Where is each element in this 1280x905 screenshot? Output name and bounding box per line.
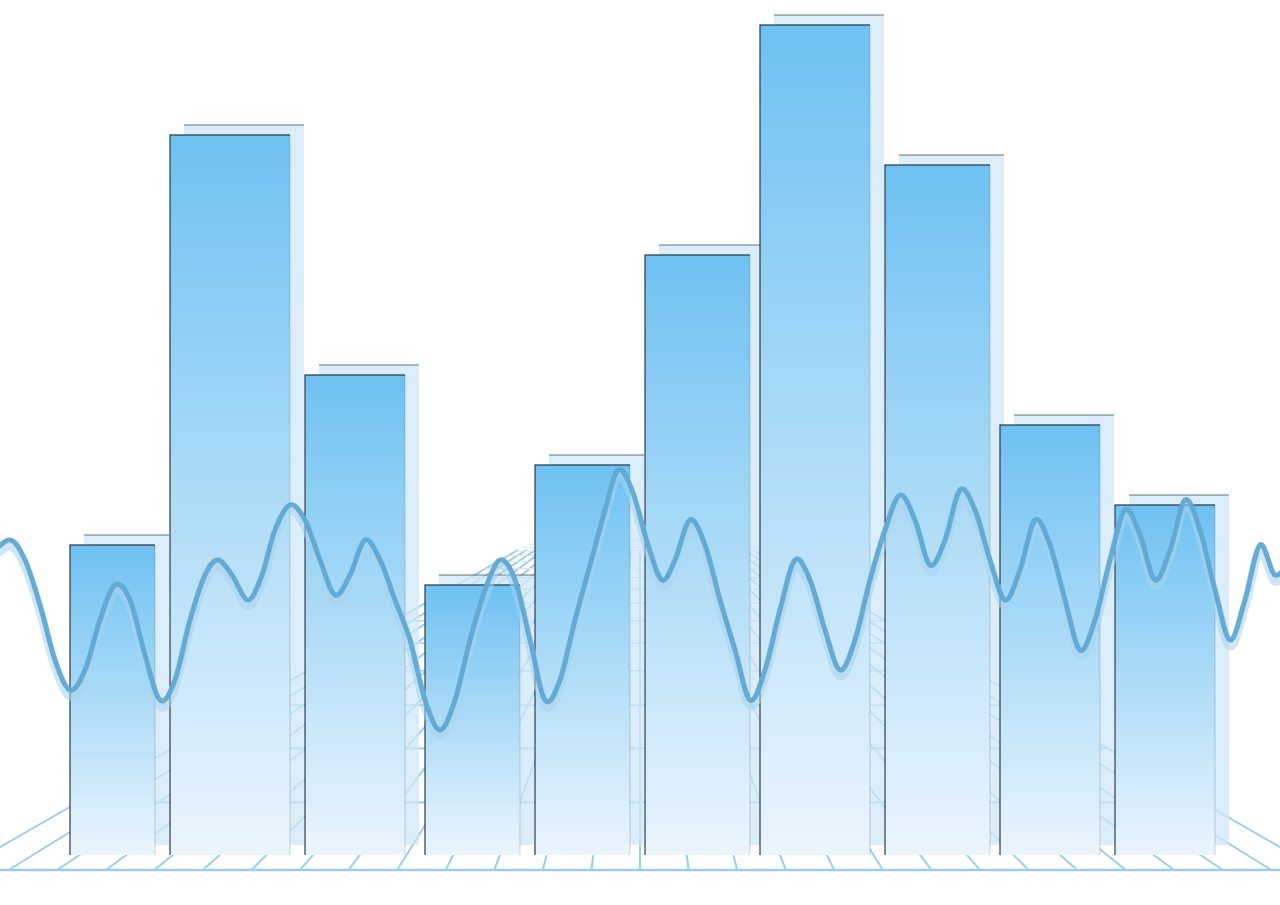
- bar: [170, 135, 290, 855]
- bar: [645, 255, 750, 855]
- bar: [305, 375, 405, 855]
- bar: [760, 25, 870, 855]
- bar: [535, 465, 630, 855]
- bar: [1000, 425, 1100, 855]
- chart-canvas: [0, 0, 1280, 905]
